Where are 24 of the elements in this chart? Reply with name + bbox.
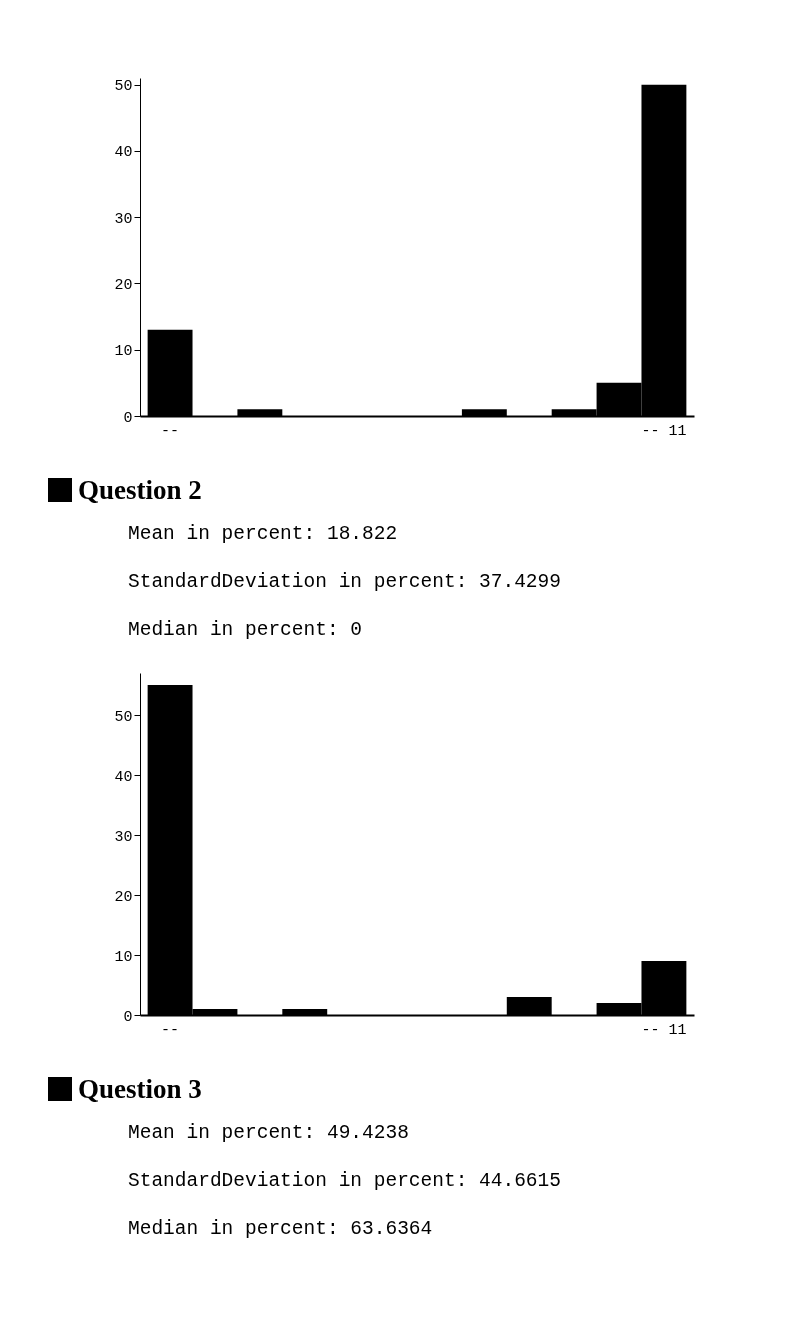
x-tick-label: -- 11 [641,1021,687,1039]
y-tick-label: 50 [114,78,133,96]
y-tick-label: 0 [123,1008,133,1026]
y-tick-label: 0 [123,409,133,427]
y-tick-label: 40 [114,144,133,162]
x-tick-label: -- [161,1021,180,1039]
y-tick-label: 50 [114,708,133,726]
text: Question 3 [78,1073,202,1105]
text: Median in percent: 63.6364 [128,1217,434,1242]
y-tick-label: 30 [114,210,133,228]
text: StandardDeviation in percent: 37.4299 [128,570,562,595]
y-tick-label: 20 [114,888,133,906]
text: Mean in percent: 49.4238 [128,1121,410,1146]
x-tick-label: -- 11 [641,422,687,440]
text: Median in percent: 0 [128,618,364,643]
y-tick-label: 20 [114,276,133,294]
y-tick-label: 40 [114,768,133,786]
chart-title: Question 2 [78,474,202,506]
text: Mean in percent: 18.822 [128,522,399,547]
x-tick-label: -- [161,422,180,440]
text: StandardDeviation in percent: 44.6615 [128,1169,562,1194]
y-tick-label: 10 [114,948,133,966]
y-tick-label: 30 [114,828,133,846]
y-tick-label: 10 [114,343,133,361]
